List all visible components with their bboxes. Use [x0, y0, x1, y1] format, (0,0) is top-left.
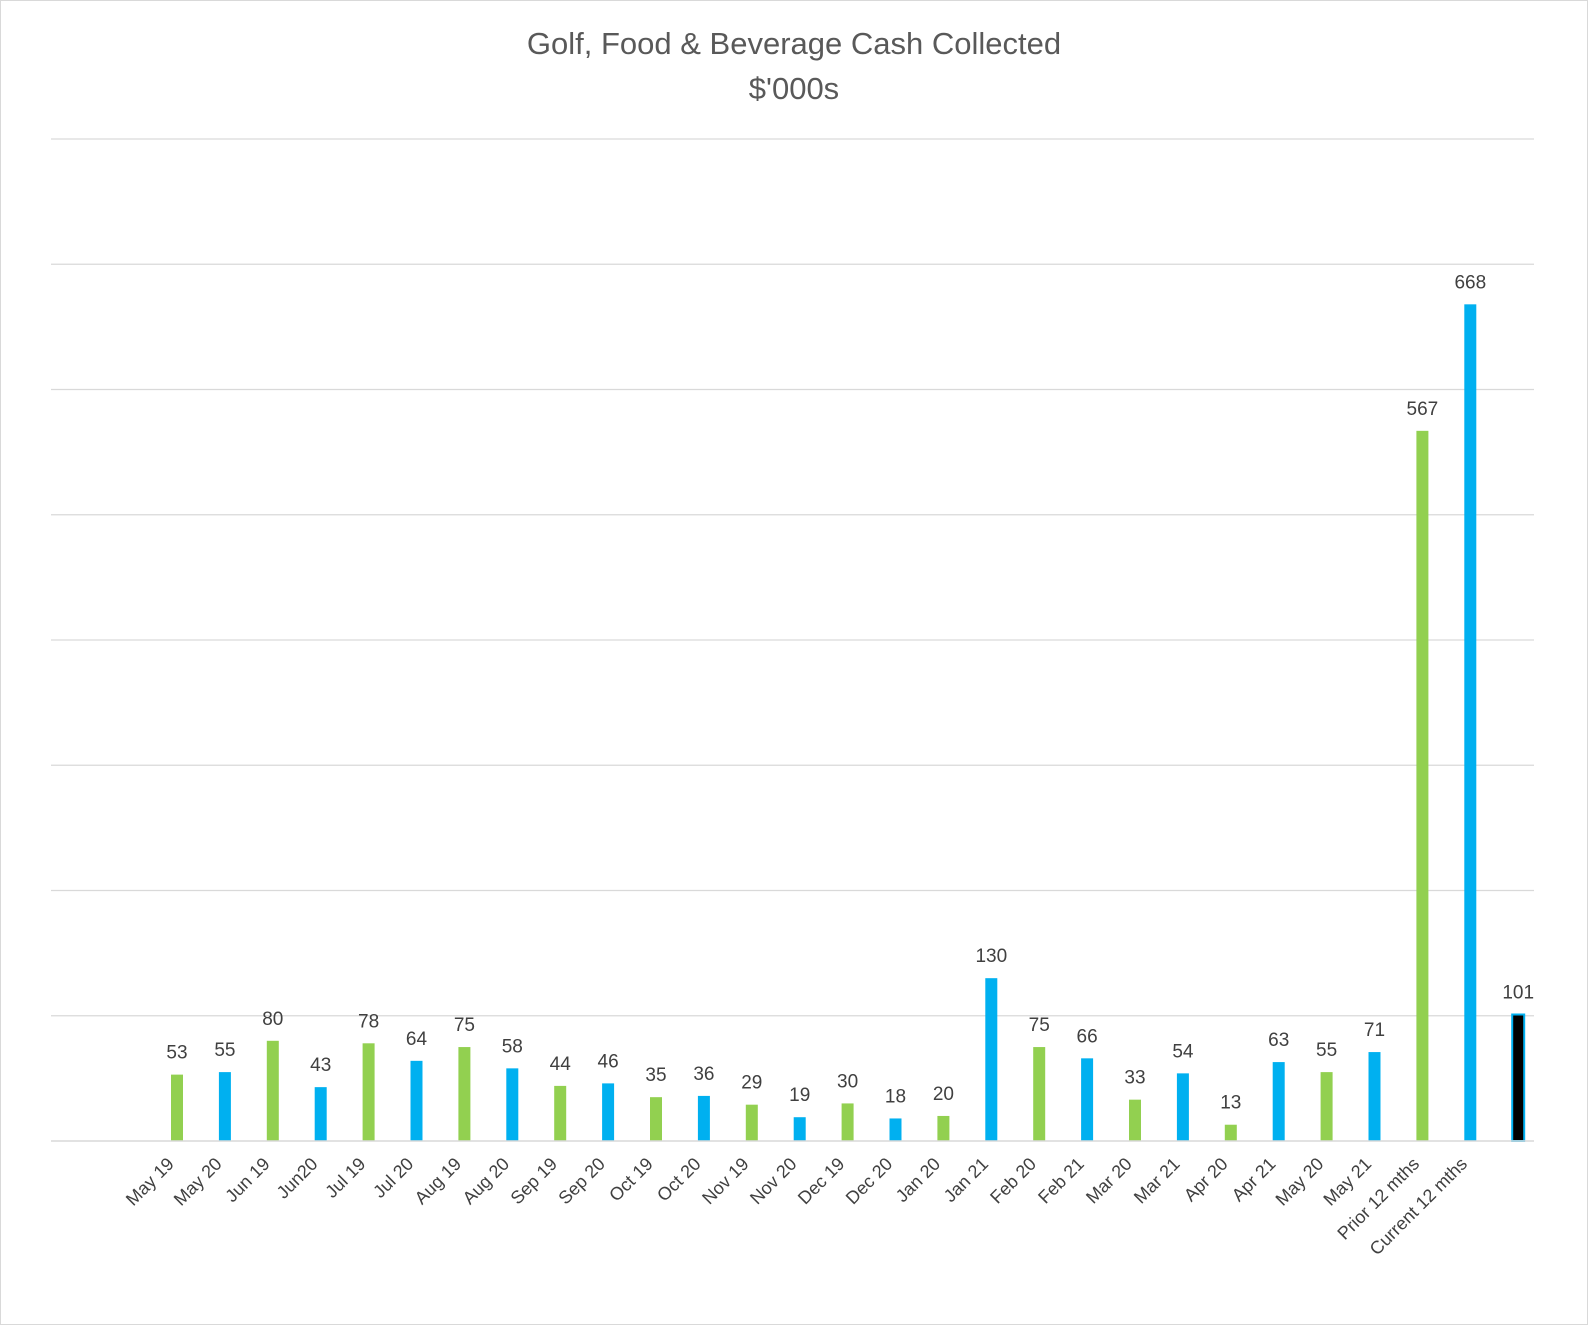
chart-title: Golf, Food & Beverage Cash Collected [526, 26, 1062, 61]
x-tick-label: Feb 21 [1034, 1154, 1088, 1208]
data-label: 46 [598, 1051, 619, 1072]
x-tick-label: Nov 19 [698, 1154, 752, 1208]
x-tick-label: Oct 19 [605, 1154, 657, 1206]
data-label: 36 [693, 1064, 714, 1085]
bar [266, 1040, 279, 1141]
data-label: 101 [1502, 982, 1534, 1003]
data-label: 80 [262, 1009, 283, 1030]
bar [793, 1117, 806, 1141]
x-tick-label: May 20 [1272, 1154, 1328, 1210]
data-label: 668 [1454, 272, 1486, 293]
bar [458, 1047, 471, 1141]
data-label: 64 [406, 1029, 428, 1050]
data-label: 567 [1407, 399, 1439, 420]
bar [1176, 1073, 1189, 1141]
x-tick-label: Jul 19 [321, 1154, 369, 1202]
x-tick-label: Mar 21 [1130, 1154, 1184, 1208]
gridlines [51, 138, 1534, 1017]
x-tick-label: May 19 [122, 1154, 178, 1210]
data-label: 75 [454, 1015, 475, 1036]
data-label: 58 [502, 1036, 523, 1057]
data-label: 13 [1220, 1093, 1241, 1114]
x-tick-label: May 20 [170, 1154, 226, 1210]
data-label: 55 [214, 1040, 235, 1061]
bar [1416, 430, 1429, 1141]
data-label: 29 [741, 1073, 762, 1094]
x-tick-label: Jan 20 [892, 1154, 944, 1206]
bar [1368, 1052, 1381, 1141]
data-label: 18 [885, 1086, 906, 1107]
bar [218, 1072, 231, 1141]
data-label: 130 [975, 946, 1007, 967]
x-tick-label: Jun 19 [221, 1154, 273, 1206]
bar [362, 1043, 375, 1141]
bar [1464, 304, 1477, 1142]
bar [171, 1074, 183, 1141]
x-tick-label: Nov 20 [746, 1154, 800, 1208]
data-label: 54 [1172, 1041, 1194, 1062]
data-label: 43 [310, 1055, 331, 1076]
bar [602, 1083, 615, 1141]
x-tick-label: Dec 19 [794, 1154, 848, 1208]
data-label: 20 [933, 1084, 954, 1105]
data-label: 63 [1268, 1030, 1289, 1051]
data-label: 53 [166, 1043, 187, 1064]
x-tick-label: Apr 20 [1180, 1154, 1232, 1206]
data-label: 55 [1316, 1040, 1337, 1061]
bar [554, 1085, 567, 1141]
bar [937, 1115, 950, 1141]
x-tick-label: Sep 20 [554, 1154, 608, 1208]
data-label: 78 [358, 1011, 379, 1032]
bar [1081, 1058, 1094, 1141]
bar [985, 978, 998, 1141]
data-label: 19 [789, 1085, 810, 1106]
bar [697, 1095, 710, 1141]
data-label: 33 [1124, 1068, 1145, 1089]
data-label: 35 [645, 1065, 666, 1086]
data-label: 66 [1077, 1026, 1098, 1047]
x-tick-label: Oct 20 [653, 1154, 705, 1206]
data-label: 44 [550, 1054, 572, 1075]
bar [650, 1097, 662, 1141]
bar [410, 1060, 423, 1141]
x-tick-label: Jun20 [273, 1154, 322, 1203]
x-tick-label: Feb 20 [986, 1154, 1040, 1208]
x-tick-label: Sep 19 [507, 1154, 561, 1208]
data-labels: 53 55 80 43 78 64 75 58 44 46 35 36 29 19 30 18 20 130 75 6… [166, 272, 1534, 1113]
bar [745, 1104, 758, 1141]
bar [506, 1068, 519, 1141]
data-label: 30 [837, 1071, 858, 1092]
bar [841, 1103, 854, 1141]
bars [171, 304, 1526, 1142]
x-tick-label: Mar 20 [1082, 1154, 1136, 1208]
bar [1224, 1124, 1237, 1141]
x-tick-label: Aug 19 [411, 1154, 465, 1208]
x-tick-label: Apr 21 [1228, 1154, 1280, 1206]
chart-subtitle: $'000s [748, 71, 840, 106]
data-label: 75 [1029, 1015, 1050, 1036]
x-tick-label: Dec 20 [842, 1154, 896, 1208]
data-label: 71 [1364, 1020, 1385, 1041]
bar [1511, 1013, 1526, 1142]
bar [1033, 1047, 1046, 1141]
bar [1129, 1099, 1141, 1141]
bar [889, 1118, 902, 1141]
x-tick-label: Aug 20 [459, 1154, 513, 1208]
x-tick-label: Jan 21 [940, 1154, 992, 1206]
bar [1272, 1062, 1285, 1141]
bar [314, 1087, 327, 1141]
bar [1320, 1072, 1333, 1141]
